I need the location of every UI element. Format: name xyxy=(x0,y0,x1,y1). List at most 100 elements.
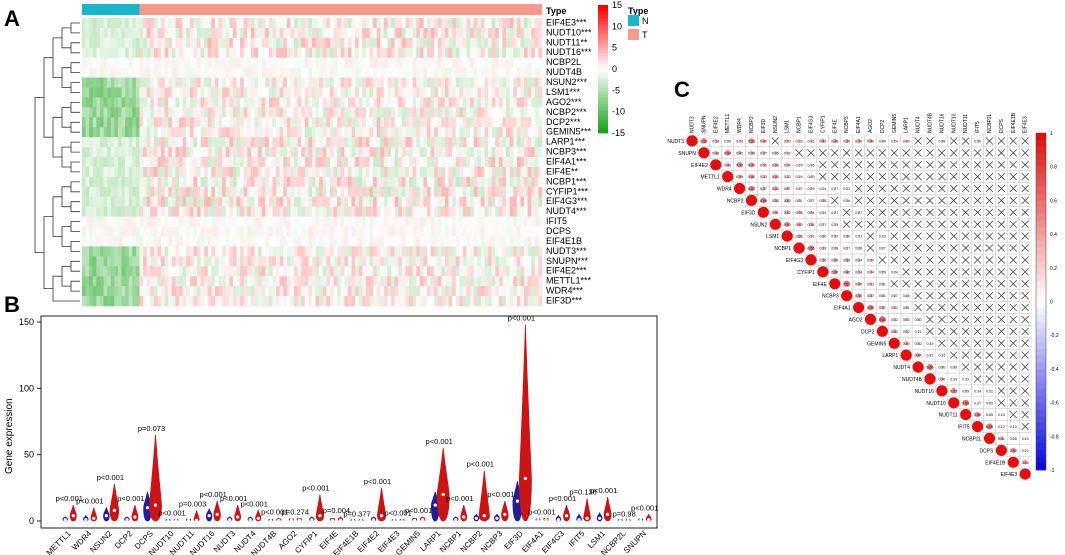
heatmap-cell xyxy=(495,77,500,88)
heatmap-cell xyxy=(344,97,349,108)
heatmap-cell xyxy=(401,47,406,59)
heatmap-cell xyxy=(340,67,345,78)
heatmap-cell xyxy=(531,206,536,217)
nonsignificant-mark xyxy=(973,244,982,252)
heatmap-cell xyxy=(427,67,431,78)
heatmap-cell xyxy=(279,137,284,148)
heatmap-cell xyxy=(430,157,435,168)
heatmap-cell xyxy=(391,206,395,217)
heatmap-cell xyxy=(333,236,338,247)
nonsignificant-mark xyxy=(1009,327,1017,336)
heatmap-cell xyxy=(132,47,137,59)
heatmap-cell xyxy=(254,157,259,168)
heatmap-cell xyxy=(247,137,252,148)
heatmap-cell xyxy=(143,176,147,188)
heatmap-cell xyxy=(290,137,295,148)
heatmap-cell xyxy=(222,37,227,49)
heatmap-cell xyxy=(250,276,255,287)
heatmap-cell xyxy=(214,117,219,128)
nonsignificant-mark xyxy=(985,315,994,324)
heatmap-cell xyxy=(466,176,471,188)
heatmap-cell xyxy=(319,216,324,227)
heatmap-cell xyxy=(488,157,492,168)
heatmap-cell xyxy=(132,67,137,78)
normal-violin-median xyxy=(577,518,581,522)
heatmap-cell xyxy=(254,196,259,207)
heatmap-cell xyxy=(491,67,496,78)
heatmap-cell xyxy=(283,276,288,287)
heatmap-cell xyxy=(153,266,158,277)
heatmap-cell xyxy=(250,216,255,227)
heatmap-cell xyxy=(491,157,496,168)
heatmap-cell xyxy=(204,176,209,188)
heatmap-cell xyxy=(419,47,424,59)
heatmap-cell xyxy=(340,236,345,247)
heatmap-cell xyxy=(297,57,302,68)
heatmap-cell xyxy=(337,77,342,88)
heatmap-cell xyxy=(304,246,309,257)
heatmap-cell xyxy=(161,216,165,227)
heatmap-cell xyxy=(527,107,532,118)
nonsignificant-mark xyxy=(914,161,922,169)
heatmap-cell xyxy=(412,176,417,188)
heatmap-cell xyxy=(459,246,464,257)
heatmap-cell xyxy=(225,236,230,247)
heatmap-cell xyxy=(358,97,363,108)
heatmap-cell xyxy=(538,117,543,128)
heatmap-cell xyxy=(153,236,158,247)
heatmap-cell xyxy=(157,147,162,158)
heatmap-cell xyxy=(121,67,126,78)
nonsignificant-mark xyxy=(807,149,815,157)
heatmap-cell xyxy=(247,186,252,198)
heatmap-cell xyxy=(125,226,130,237)
heatmap-cell xyxy=(462,276,467,287)
heatmap-cell xyxy=(232,236,237,247)
heatmap-cell xyxy=(301,266,306,277)
heatmap-cell xyxy=(279,97,284,108)
heatmap-cell xyxy=(193,77,198,88)
heatmap-cell xyxy=(495,147,500,158)
heatmap-cell xyxy=(128,77,133,88)
heatmap-cell xyxy=(250,206,255,217)
heatmap-cell xyxy=(96,296,101,307)
heatmap-cell xyxy=(211,97,216,108)
heatmap-cell xyxy=(157,246,162,257)
heatmap-cell xyxy=(279,226,284,237)
heatmap-cell xyxy=(153,276,158,287)
heatmap-cell xyxy=(351,226,356,237)
heatmap-cell xyxy=(369,226,374,237)
heatmap-cell xyxy=(99,157,104,168)
heatmap-cell xyxy=(430,296,435,307)
heatmap-cell xyxy=(168,296,173,307)
heatmap-cell xyxy=(161,206,165,217)
heatmap-cell xyxy=(380,276,385,287)
heatmap-cell xyxy=(362,266,367,277)
heatmap-cell xyxy=(189,157,194,168)
heatmap-cell xyxy=(326,37,331,49)
heatmap-cell xyxy=(265,226,270,237)
heatmap-cell xyxy=(164,276,169,287)
heatmap-cell xyxy=(319,276,324,287)
heatmap-cell xyxy=(240,37,245,49)
heatmap-cell xyxy=(405,18,410,29)
heatmap-cell xyxy=(110,47,115,59)
heatmap-cell xyxy=(391,117,395,128)
heatmap-cell xyxy=(524,256,528,267)
heatmap-cell xyxy=(197,266,201,277)
heatmap-cell xyxy=(283,206,288,217)
heatmap-cell xyxy=(488,47,492,59)
heatmap-cell xyxy=(394,206,399,217)
heatmap-cell xyxy=(358,107,363,118)
heatmap-cell xyxy=(92,18,97,29)
heatmap-cell xyxy=(279,206,284,217)
heatmap-cell xyxy=(462,246,467,257)
heatmap-cell xyxy=(459,137,464,148)
heatmap-cell xyxy=(182,27,187,39)
heatmap-cell xyxy=(114,147,119,158)
correlation-value: 0.33 xyxy=(903,318,910,322)
heatmap-cell xyxy=(419,37,424,49)
heatmap-cell xyxy=(193,286,198,297)
heatmap-cell xyxy=(175,176,180,188)
heatmap-cell xyxy=(193,137,198,148)
correlation-circle xyxy=(738,139,742,143)
